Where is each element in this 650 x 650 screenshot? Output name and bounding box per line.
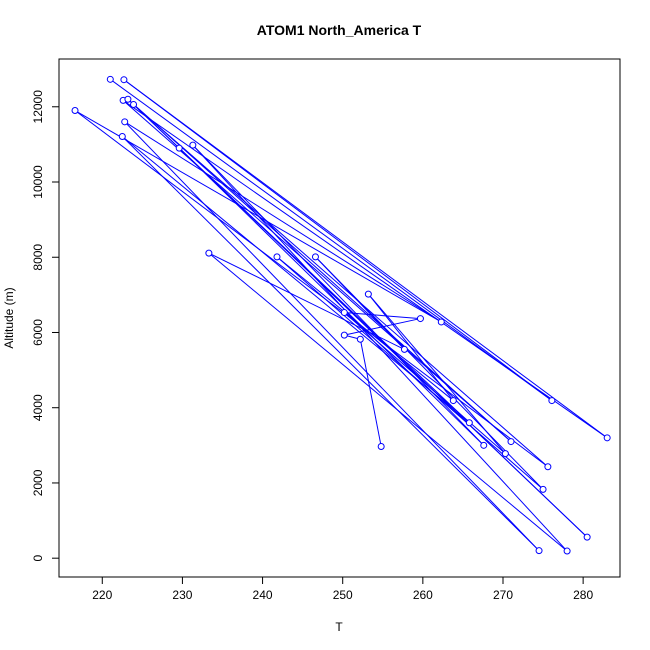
y-tick-label: 8000 (31, 244, 45, 271)
x-tick-label: 240 (253, 588, 273, 602)
y-tick-label: 2000 (31, 469, 45, 496)
y-tick-label: 4000 (31, 394, 45, 421)
x-tick-label: 220 (92, 588, 112, 602)
data-point (273, 253, 281, 261)
data-point (340, 331, 348, 339)
series-segment (192, 144, 568, 552)
data-point (106, 75, 114, 83)
series-segment (367, 293, 506, 454)
series-segment (276, 256, 454, 401)
series-segment (359, 339, 382, 447)
series-segment (178, 147, 470, 424)
series-segment (208, 252, 405, 350)
data-point (548, 397, 556, 405)
x-tick-label: 260 (413, 588, 433, 602)
data-point (535, 547, 543, 555)
data-point (400, 345, 408, 353)
series-segment (343, 312, 506, 454)
data-point (120, 76, 128, 84)
plot-frame (58, 58, 621, 578)
data-point (544, 463, 552, 471)
data-point (563, 547, 571, 555)
data-point (340, 309, 348, 317)
data-point (311, 253, 319, 261)
series-segment (178, 147, 485, 446)
series-segment (123, 79, 553, 401)
y-tick-label: 0 (31, 555, 45, 562)
series-segment (124, 121, 442, 323)
data-point (205, 249, 213, 257)
series-segment (109, 78, 553, 401)
data-point (539, 485, 547, 493)
y-axis-label: Altitude (m) (2, 287, 16, 348)
series-segment (124, 121, 540, 552)
data-point (364, 290, 372, 298)
x-tick-label: 270 (493, 588, 513, 602)
series-points (71, 75, 611, 555)
data-point (377, 442, 385, 450)
data-point (507, 438, 515, 446)
series-segment (133, 104, 549, 468)
data-point (71, 107, 79, 115)
data-point (130, 101, 138, 109)
x-axis: 220 230 240 250 260 270 280 (92, 577, 593, 602)
data-point (121, 118, 129, 126)
series-segment (367, 293, 454, 401)
data-point (356, 335, 364, 343)
data-point (437, 318, 445, 326)
chart-title: ATOM1 North_America T (257, 22, 422, 38)
x-tick-label: 230 (172, 588, 192, 602)
data-point (465, 419, 473, 427)
data-point (583, 533, 591, 541)
data-point (501, 450, 509, 458)
data-point (480, 441, 488, 449)
series-segment (344, 318, 421, 336)
y-tick-label: 10000 (31, 165, 45, 199)
data-point (175, 144, 183, 152)
data-point (189, 141, 197, 149)
series-segment (123, 79, 608, 439)
data-point (124, 95, 132, 103)
y-tick-label: 6000 (31, 319, 45, 346)
data-point (416, 315, 424, 323)
series-segment (74, 110, 549, 468)
data-point (603, 434, 611, 442)
series-segment (208, 252, 568, 552)
x-axis-label: T (335, 620, 343, 634)
y-tick-label: 12000 (31, 90, 45, 124)
series-segment (127, 98, 512, 442)
series-segment (276, 256, 544, 490)
x-tick-label: 280 (573, 588, 593, 602)
series-segment (344, 312, 421, 320)
y-axis: 0 2000 4000 6000 8000 10000 12000 (31, 90, 59, 562)
data-point (449, 397, 457, 405)
series-segment (121, 136, 540, 552)
data-point (118, 132, 126, 140)
x-tick-label: 250 (333, 588, 353, 602)
